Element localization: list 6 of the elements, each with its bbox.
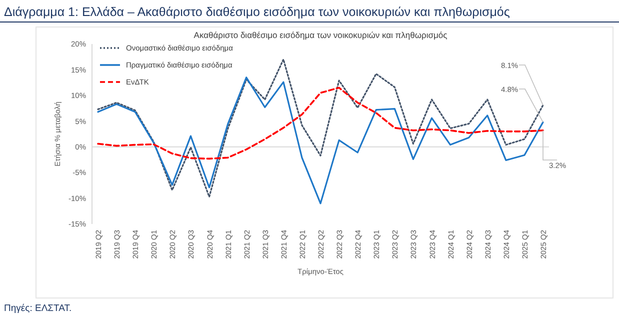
text: Πηγές: ΕΛΣΤΑΤ.: [4, 303, 72, 314]
line-series: [97, 86, 544, 160]
line-series: [97, 58, 544, 198]
chart-subtitle: Ακαθάριστο διαθέσιμο εισόδημα των νοικοκυριών και πληθωρισμός: [194, 30, 448, 40]
line-series: [97, 76, 544, 204]
chart-title: Διάγραμμα 1: Ελλάδα – Ακαθάριστο διαθέσιμο εισόδημα των νοικοκυριών και πληθωρισμός: [4, 5, 510, 19]
